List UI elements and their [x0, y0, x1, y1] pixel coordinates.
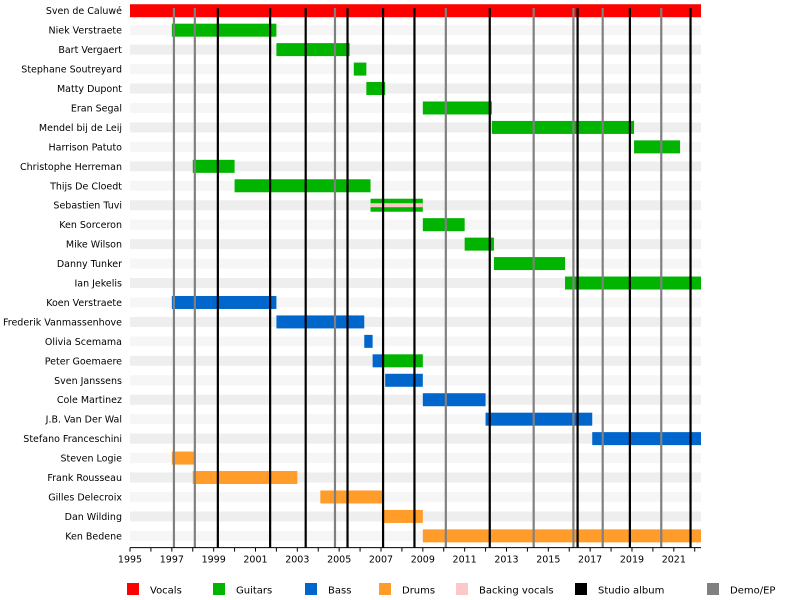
- legend: Vocals Guitars Bass Drums Backing vocals Stud…: [127, 583, 775, 597]
- bar-drums: [422, 529, 701, 543]
- x-tick-label: 1995: [118, 555, 142, 566]
- member-label: Mendel bij de Leij: [39, 123, 122, 134]
- legend-label-backing: Backing vocals: [479, 586, 554, 597]
- x-tick-label: 2007: [369, 555, 393, 566]
- bar-guitars: [565, 276, 701, 290]
- bar-bass: [171, 295, 277, 309]
- legend-label-vocals: Vocals: [150, 586, 182, 597]
- member-label: Mike Wilson: [66, 240, 122, 251]
- legend-swatch-backing: [456, 583, 468, 595]
- bar-guitars: [276, 43, 350, 57]
- member-labels: Sven de Caluwé Niek Verstraete Bart Vergae…: [3, 6, 122, 542]
- x-tick-label: 2017: [578, 555, 602, 566]
- member-label: Danny Tunker: [57, 259, 122, 270]
- bar-drums: [320, 490, 384, 504]
- member-label: Koen Verstraete: [46, 298, 122, 309]
- member-label: Frank Rousseau: [47, 473, 122, 484]
- bar-bass: [364, 334, 373, 348]
- bar-bass: [592, 432, 701, 446]
- bar-guitars: [634, 140, 681, 154]
- bar-bass: [485, 412, 593, 426]
- legend-swatch-demo: [707, 583, 719, 595]
- bar-guitars: [353, 62, 367, 76]
- member-label: Stefano Franceschini: [23, 434, 122, 445]
- member-label: Olivia Scemama: [45, 337, 122, 348]
- bar-bass: [372, 354, 384, 368]
- x-tick-label: 2011: [453, 555, 477, 566]
- x-tick-label: 2013: [494, 555, 518, 566]
- legend-label-bass: Bass: [328, 586, 351, 597]
- legend-swatch-guitars: [213, 583, 225, 595]
- legend-swatch-studio: [575, 583, 587, 595]
- legend-swatch-vocals: [127, 583, 139, 595]
- bar-drums: [192, 471, 298, 485]
- bar-guitars: [491, 120, 635, 134]
- x-tick-label: 2019: [620, 555, 644, 566]
- member-label: Sven de Caluwé: [46, 6, 122, 17]
- legend-label-guitars: Guitars: [236, 586, 272, 597]
- member-label: Gilles Delecroix: [48, 492, 122, 503]
- x-tick-label: 2015: [536, 555, 560, 566]
- bar-guitars: [234, 179, 371, 193]
- bar-bass: [422, 393, 486, 407]
- bar-bass: [276, 315, 365, 329]
- member-label: Matty Dupont: [57, 84, 122, 95]
- x-tick-label: 2009: [411, 555, 435, 566]
- x-tick-label: 2001: [243, 555, 267, 566]
- x-axis: 1995 1997 1999 2001 2003 2005 2007 2009 2011 2013…: [118, 547, 701, 566]
- member-label: Sven Janssens: [54, 376, 122, 387]
- member-label: Bart Vergaert: [58, 45, 122, 56]
- member-label: Steven Logie: [60, 454, 122, 465]
- member-label: Frederik Vanmassenhove: [3, 317, 122, 328]
- bar-guitars: [366, 82, 386, 96]
- bar-guitars: [464, 237, 494, 251]
- legend-swatch-drums: [379, 583, 391, 595]
- bar-guitars: [493, 257, 566, 271]
- member-label: Niek Verstraete: [49, 26, 123, 37]
- legend-swatch-bass: [305, 583, 317, 595]
- x-tick-label: 2021: [662, 555, 686, 566]
- bar-guitars: [192, 159, 235, 173]
- member-bars: [130, 4, 701, 543]
- member-label: Peter Goemaere: [45, 356, 122, 367]
- bar-guitars: [422, 101, 492, 115]
- x-tick-label: 2003: [285, 555, 309, 566]
- bar-guitars: [422, 218, 465, 232]
- bar-bass: [385, 373, 423, 387]
- x-tick-label: 2005: [327, 555, 351, 566]
- legend-label-demo: Demo/EP: [730, 586, 775, 597]
- release-lines: [172, 8, 692, 548]
- member-label: J.B. Van Der Wal: [45, 415, 122, 426]
- member-label: Stephane Soutreyard: [21, 65, 122, 76]
- member-label: Cole Martinez: [57, 395, 122, 406]
- x-tick-label: 1997: [160, 555, 184, 566]
- member-label: Ian Jekelis: [74, 279, 122, 290]
- member-label: Dan Wilding: [65, 512, 122, 523]
- member-label: Ken Bedene: [65, 531, 122, 542]
- bar-drums: [383, 509, 423, 523]
- member-label: Thijs De Cloedt: [49, 181, 122, 192]
- bar-drums: [171, 451, 195, 465]
- member-label: Eran Segal: [71, 103, 122, 114]
- bar-guitars: [383, 354, 423, 368]
- member-label: Sebastien Tuvi: [53, 201, 122, 212]
- member-label: Christophe Herreman: [20, 162, 122, 173]
- member-label: Harrison Patuto: [49, 142, 123, 153]
- x-tick-label: 1999: [202, 555, 226, 566]
- legend-label-studio: Studio album: [598, 586, 664, 597]
- member-label: Ken Sorceron: [59, 220, 122, 231]
- bar-backing: [370, 203, 423, 208]
- bar-guitars: [171, 23, 277, 37]
- legend-label-drums: Drums: [402, 586, 435, 597]
